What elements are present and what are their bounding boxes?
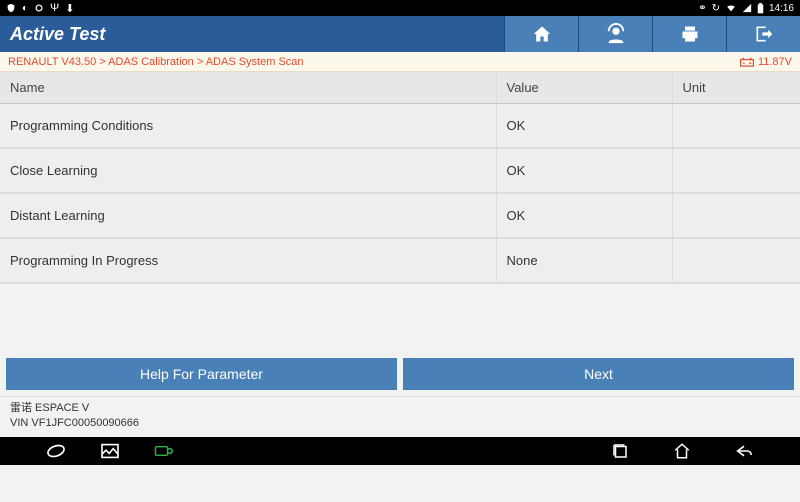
breadcrumb-path: RENAULT V43.50 > ADAS Calibration > ADAS… <box>8 56 304 68</box>
battery-car-icon <box>740 57 754 67</box>
voltage-indicator: 11.87V <box>740 56 792 68</box>
col-name: Name <box>0 72 496 104</box>
table-header-row: Name Value Unit <box>0 72 800 104</box>
parameter-table: Name Value Unit Programming Conditions O… <box>0 72 800 284</box>
navbar-left <box>0 441 174 461</box>
cell-value: OK <box>496 193 672 238</box>
navbar-right <box>610 441 800 461</box>
statusbar-right: ⚭ ↻ 14:16 <box>698 3 794 14</box>
gallery-icon <box>100 443 120 459</box>
ring-icon <box>34 3 44 13</box>
nav-home-button[interactable] <box>672 441 692 461</box>
cell-value: OK <box>496 104 672 149</box>
cell-unit <box>672 104 800 149</box>
table-row[interactable]: Close Learning OK <box>0 148 800 193</box>
cell-unit <box>672 238 800 283</box>
print-button[interactable] <box>652 16 726 52</box>
cell-value: None <box>496 238 672 283</box>
usb-icon: Ψ <box>50 2 59 14</box>
cell-name: Distant Learning <box>0 193 496 238</box>
browser-app-button[interactable] <box>46 441 66 461</box>
next-button[interactable]: Next <box>403 358 794 390</box>
cell-unit <box>672 148 800 193</box>
nav-home-icon <box>672 442 692 460</box>
cell-name: Close Learning <box>0 148 496 193</box>
nav-back-icon <box>734 443 754 459</box>
app-titlebar: Active Test <box>0 16 800 52</box>
statusbar-left: ◐ Ψ ⬇ <box>6 2 74 15</box>
nav-back-button[interactable] <box>734 441 754 461</box>
globe-icon: ◐ <box>22 3 28 14</box>
android-navbar <box>0 437 800 465</box>
col-unit: Unit <box>672 72 800 104</box>
support-button[interactable] <box>578 16 652 52</box>
table-row[interactable]: Distant Learning OK <box>0 193 800 238</box>
vehicle-footer: 雷诺 ESPACE V VIN VF1JFC00050090666 <box>0 396 800 437</box>
home-icon <box>532 24 552 44</box>
cell-name: Programming In Progress <box>0 238 496 283</box>
exit-button[interactable] <box>726 16 800 52</box>
bluetooth-icon: ⚭ <box>698 3 706 14</box>
browser-icon <box>46 441 66 461</box>
battery-icon <box>757 3 764 14</box>
parameter-table-wrap: Name Value Unit Programming Conditions O… <box>0 72 800 284</box>
device-app-button[interactable] <box>154 441 174 461</box>
table-row[interactable]: Programming Conditions OK <box>0 104 800 149</box>
exit-icon <box>754 24 774 44</box>
cell-unit <box>672 193 800 238</box>
page-title: Active Test <box>0 24 504 45</box>
cell-value: OK <box>496 148 672 193</box>
cell-name: Programming Conditions <box>0 104 496 149</box>
statusbar-time: 14:16 <box>769 3 794 14</box>
support-icon <box>605 23 627 45</box>
signal-icon <box>742 3 752 13</box>
device-icon <box>154 443 174 459</box>
col-value: Value <box>496 72 672 104</box>
shield-icon <box>6 3 16 13</box>
home-button[interactable] <box>504 16 578 52</box>
android-statusbar: ◐ Ψ ⬇ ⚭ ↻ 14:16 <box>0 0 800 16</box>
vehicle-name: 雷诺 ESPACE V <box>10 401 790 416</box>
spacer <box>0 284 800 358</box>
help-parameter-button[interactable]: Help For Parameter <box>6 358 397 390</box>
gallery-app-button[interactable] <box>100 441 120 461</box>
download-icon: ⬇ <box>65 2 74 15</box>
breadcrumb: RENAULT V43.50 > ADAS Calibration > ADAS… <box>0 52 800 72</box>
wifi-icon <box>725 3 737 13</box>
sync-icon: ↻ <box>712 3 720 14</box>
voltage-value: 11.87V <box>758 56 792 68</box>
print-icon <box>680 24 700 44</box>
action-row: Help For Parameter Next <box>0 358 800 396</box>
table-row[interactable]: Programming In Progress None <box>0 238 800 283</box>
vehicle-vin: VIN VF1JFC00050090666 <box>10 416 790 431</box>
recent-apps-button[interactable] <box>610 441 630 461</box>
recent-icon <box>611 442 629 460</box>
